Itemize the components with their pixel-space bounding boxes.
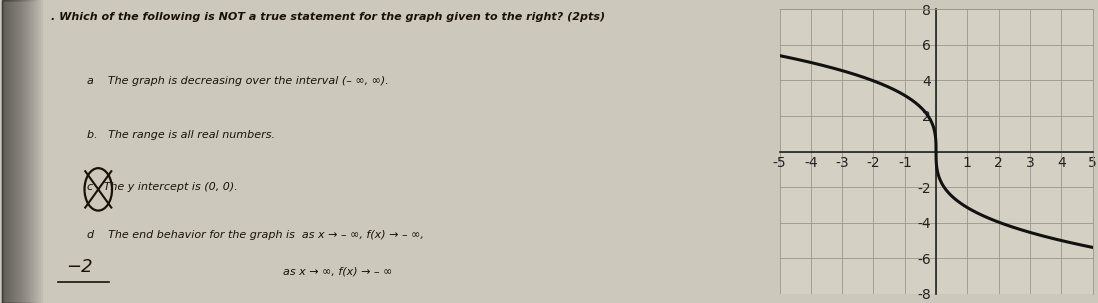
Bar	[2, 0, 4, 303]
Text: −2: −2	[66, 258, 92, 276]
Bar	[2, 0, 40, 303]
Text: . Which of the following is NOT a true statement for the graph given to the righ: . Which of the following is NOT a true s…	[52, 12, 605, 22]
Text: a    The graph is decreasing over the interval (– ∞, ∞).: a The graph is decreasing over the inter…	[88, 76, 389, 86]
Bar	[2, 0, 30, 303]
Text: as x → ∞, f(x) → – ∞: as x → ∞, f(x) → – ∞	[88, 267, 393, 277]
Bar	[2, 0, 32, 303]
Bar	[2, 0, 34, 303]
Bar	[2, 0, 5, 303]
Bar	[2, 0, 38, 303]
Bar	[2, 0, 27, 303]
Bar	[2, 0, 16, 303]
Bar	[2, 0, 36, 303]
Bar	[2, 0, 18, 303]
Bar	[2, 0, 14, 303]
Bar	[2, 0, 20, 303]
Text: b.   The range is all real numbers.: b. The range is all real numbers.	[88, 130, 276, 140]
Bar	[2, 0, 24, 303]
Bar	[2, 0, 10, 303]
Bar	[2, 0, 12, 303]
Bar	[2, 0, 26, 303]
Text: d    The end behavior for the graph is  as x → – ∞, f(x) → – ∞,: d The end behavior for the graph is as x…	[88, 230, 424, 240]
Bar	[2, 0, 22, 303]
Bar	[2, 0, 8, 303]
Text: c   The y intercept is (0, 0).: c The y intercept is (0, 0).	[88, 182, 238, 192]
